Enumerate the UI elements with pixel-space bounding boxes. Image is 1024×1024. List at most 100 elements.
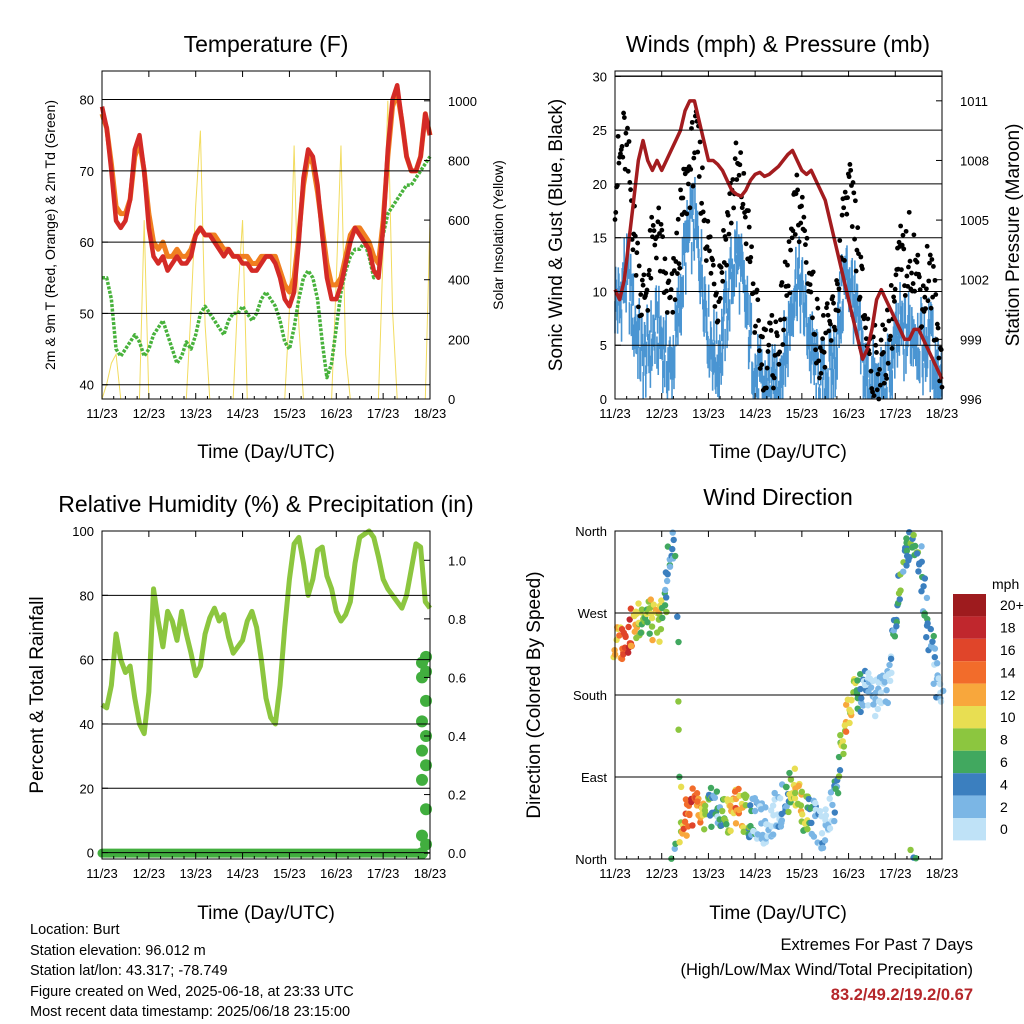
gust-point — [723, 237, 729, 242]
direction-point — [743, 792, 750, 800]
gust-point — [825, 312, 831, 318]
plot-frame — [101, 70, 431, 400]
direction-point — [929, 638, 936, 645]
gust-point — [827, 321, 833, 327]
gust-point — [815, 305, 821, 311]
gust-point — [810, 269, 816, 275]
direction-point — [676, 839, 683, 846]
direction-point — [659, 614, 666, 622]
x-axis-label: Time (Day/UTC) — [197, 903, 335, 924]
direction-point — [829, 801, 836, 809]
recent-data-timestamp: Most recent data timestamp: 2025/06/18 2… — [30, 1004, 351, 1020]
direction-point — [864, 702, 872, 709]
direction-point — [874, 705, 882, 713]
gust-point — [847, 162, 853, 167]
station-elevation: Station elevation: 96.012 m — [30, 942, 206, 959]
gust-point — [846, 174, 852, 180]
direction-point — [940, 687, 947, 695]
gust-point — [672, 297, 678, 303]
gust-point — [747, 259, 753, 265]
direction-point — [669, 529, 676, 536]
direction-point — [769, 802, 777, 809]
direction-point — [857, 670, 864, 678]
gust-point — [646, 272, 651, 278]
gust-point — [874, 387, 880, 393]
gust-point — [781, 327, 786, 333]
gust-point — [903, 228, 909, 234]
direction-point — [747, 802, 754, 809]
y-tick-label: 80 — [80, 588, 94, 603]
direction-point — [686, 811, 693, 819]
gust-point — [767, 320, 773, 326]
precip-point — [416, 744, 428, 757]
gust-point — [820, 336, 825, 342]
gust-point — [845, 195, 850, 201]
gust-point — [615, 133, 621, 139]
legend-title: mph — [992, 576, 1019, 592]
gust-point — [830, 294, 836, 300]
gust-point — [731, 205, 737, 211]
gust-point — [649, 214, 655, 220]
gust-point — [899, 242, 905, 248]
gust-point — [793, 191, 799, 197]
gust-point — [887, 337, 893, 343]
direction-point — [913, 550, 921, 557]
gust-point — [633, 272, 639, 278]
gust-point — [781, 316, 787, 322]
gust-point — [650, 223, 656, 228]
gust-point — [708, 270, 714, 276]
direction-point — [776, 795, 784, 802]
gust-point — [839, 212, 845, 218]
y2-tick-label: 1005 — [960, 213, 989, 228]
temp-2m-line — [99, 83, 433, 309]
gust-point — [700, 209, 706, 215]
direction-point — [626, 616, 633, 623]
direction-point — [627, 605, 635, 612]
legend-label: 4 — [1000, 776, 1008, 792]
gust-point — [855, 225, 861, 231]
gust-point — [689, 119, 695, 125]
direction-point — [674, 613, 681, 620]
x-tick-label: 11/23 — [86, 866, 118, 881]
legend-swatch — [953, 795, 986, 818]
direction-point — [635, 600, 642, 607]
direction-point — [681, 818, 689, 825]
gust-point — [919, 324, 925, 329]
direction-point — [847, 708, 855, 716]
direction-point — [927, 625, 934, 633]
chart-title: Wind Direction — [703, 484, 853, 510]
x-tick-label: 17/23 — [367, 406, 400, 421]
gust-point — [852, 198, 858, 204]
direction-point — [732, 820, 740, 827]
gust-point — [851, 190, 857, 196]
y-tick-label: 60 — [80, 235, 94, 250]
direction-point — [818, 830, 826, 837]
x-tick-label: 16/23 — [832, 866, 865, 881]
y2-tick-label: 1008 — [960, 153, 989, 168]
direction-point — [937, 698, 945, 705]
gust-point — [788, 247, 793, 253]
direction-point — [701, 826, 708, 833]
gust-point — [639, 312, 644, 318]
legend-label: 6 — [1000, 754, 1008, 770]
x-axis-label: Time (Day/UTC) — [709, 442, 847, 463]
gust-point — [675, 216, 681, 222]
y-tick-label: 100 — [72, 524, 94, 539]
direction-point — [911, 542, 919, 550]
y2-tick-label: 1002 — [960, 273, 989, 288]
direction-point — [888, 669, 895, 677]
gust-point — [859, 266, 865, 272]
y-tick-label: South — [573, 688, 607, 703]
gust-point — [888, 333, 893, 339]
gust-point — [625, 125, 630, 131]
gust-point — [773, 319, 779, 325]
direction-point — [931, 653, 939, 661]
pressure-line — [613, 99, 944, 380]
gust-point — [868, 368, 874, 374]
gust-point — [640, 282, 646, 288]
gust-point — [774, 333, 780, 339]
gust-point — [871, 393, 877, 399]
gust-point — [720, 278, 726, 284]
gust-point — [911, 232, 917, 238]
direction-point — [921, 575, 929, 582]
